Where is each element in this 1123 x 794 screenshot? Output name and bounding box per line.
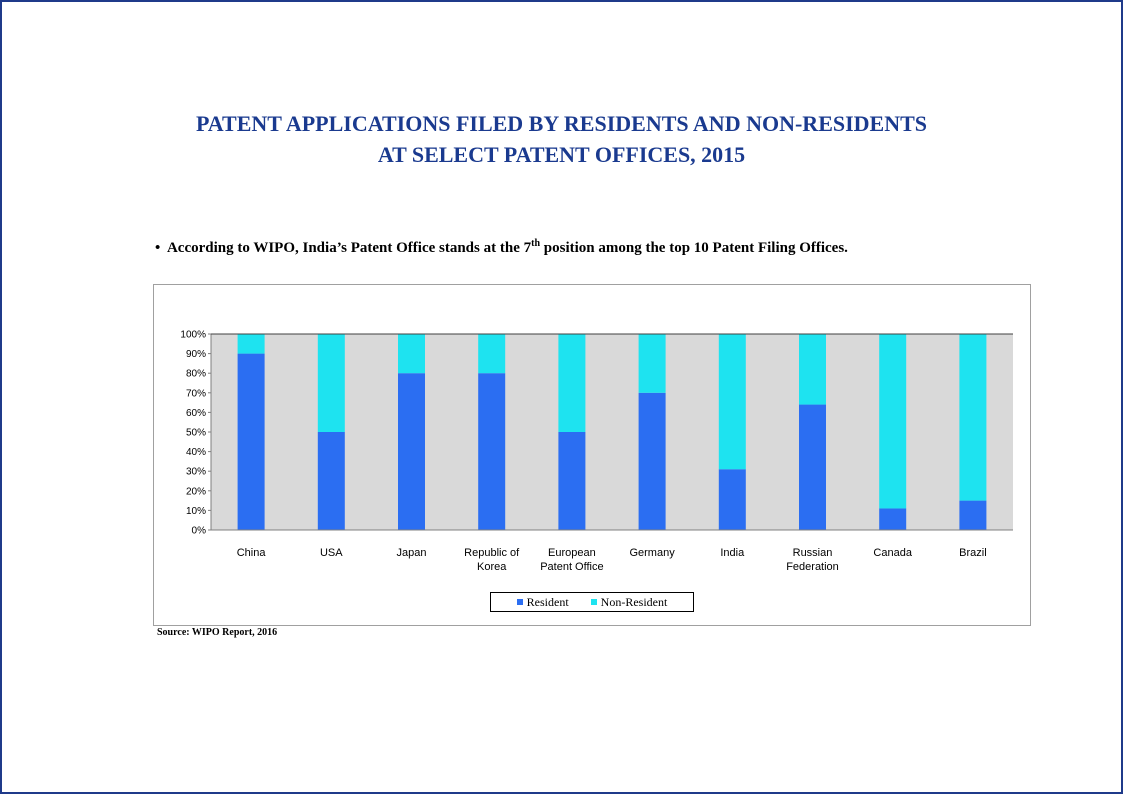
bar-non-resident xyxy=(558,334,586,432)
bar-non-resident xyxy=(718,334,746,470)
legend-swatch-resident xyxy=(516,599,523,605)
bar-non-resident xyxy=(638,334,666,393)
x-tick-label: Canada xyxy=(873,547,912,559)
page-title: PATENT APPLICATIONS FILED BY RESIDENTS A… xyxy=(0,108,1123,170)
y-tick-label: 0% xyxy=(192,526,207,537)
y-tick-label: 60% xyxy=(186,408,206,419)
x-tick-label: USA xyxy=(320,547,343,559)
bullet-marker: • xyxy=(155,240,161,256)
y-tick-label: 80% xyxy=(186,369,206,380)
legend-label-resident: Resident xyxy=(526,594,569,609)
bar-non-resident xyxy=(317,334,345,432)
stacked-bar-chart: 0% 10% 20% 30% 40% 50% 60% 70% 80% 90% 100% China US… xyxy=(180,330,1013,573)
bullet-note: • According to WIPO, India’s Patent Offi… xyxy=(155,238,848,257)
legend-label-non-resident: Non-Resident xyxy=(600,594,668,609)
bar-non-resident xyxy=(879,334,907,509)
legend-item-non-resident: Non-Resident xyxy=(590,594,668,610)
bullet-text-after: position among the top 10 Patent Filing … xyxy=(540,240,848,256)
y-tick-label: 20% xyxy=(186,486,206,497)
bar-resident xyxy=(638,392,666,530)
bar-resident xyxy=(879,508,907,530)
chart-container: 0% 10% 20% 30% 40% 50% 60% 70% 80% 90% 100% China US… xyxy=(153,284,1031,626)
y-tick-label: 40% xyxy=(186,447,206,458)
title-line-1: PATENT APPLICATIONS FILED BY RESIDENTS A… xyxy=(195,111,928,136)
x-tick-label: Russian xyxy=(793,547,833,559)
bar-resident xyxy=(558,432,586,530)
bar-non-resident xyxy=(478,334,506,374)
y-tick-label: 70% xyxy=(186,388,206,399)
bar-non-resident xyxy=(398,334,425,374)
x-tick-label: Republic of xyxy=(464,547,520,559)
x-tick-label: Germany xyxy=(629,547,675,559)
title-line-2: AT SELECT PATENT OFFICES, 2015 xyxy=(377,142,746,167)
bar-resident xyxy=(718,469,746,530)
y-tick-label: 90% xyxy=(186,349,206,360)
bar-resident xyxy=(317,432,345,530)
bar-resident xyxy=(237,353,265,530)
x-tick-label: European xyxy=(548,547,596,559)
x-tick-label: Patent Office xyxy=(540,561,603,573)
y-tick-label: 10% xyxy=(186,506,206,517)
bar-resident xyxy=(478,373,506,530)
y-tick-label: 100% xyxy=(180,330,206,341)
source-note: Source: WIPO Report, 2016 xyxy=(157,627,278,638)
legend-item-resident: Resident xyxy=(516,594,569,610)
bullet-superscript: th xyxy=(531,238,541,249)
bar-non-resident xyxy=(959,334,987,501)
x-tick-label: India xyxy=(720,547,745,559)
x-tick-label: Japan xyxy=(397,547,427,559)
y-tick-label: 50% xyxy=(186,428,206,439)
bar-resident xyxy=(959,500,987,530)
bullet-text: According to WIPO, India’s Patent Office… xyxy=(166,240,532,256)
x-tick-label: Federation xyxy=(786,561,839,573)
y-tick-label: 30% xyxy=(186,467,206,478)
legend-swatch-non-resident xyxy=(590,599,597,605)
bar-non-resident xyxy=(237,334,265,354)
bar-resident xyxy=(799,404,826,530)
chart-legend: Resident Non-Resident xyxy=(490,592,694,612)
x-tick-label: Korea xyxy=(477,561,507,573)
bar-resident xyxy=(398,373,425,530)
bar-non-resident xyxy=(799,334,826,405)
x-tick-label: China xyxy=(237,547,267,559)
x-tick-label: Brazil xyxy=(959,547,987,559)
